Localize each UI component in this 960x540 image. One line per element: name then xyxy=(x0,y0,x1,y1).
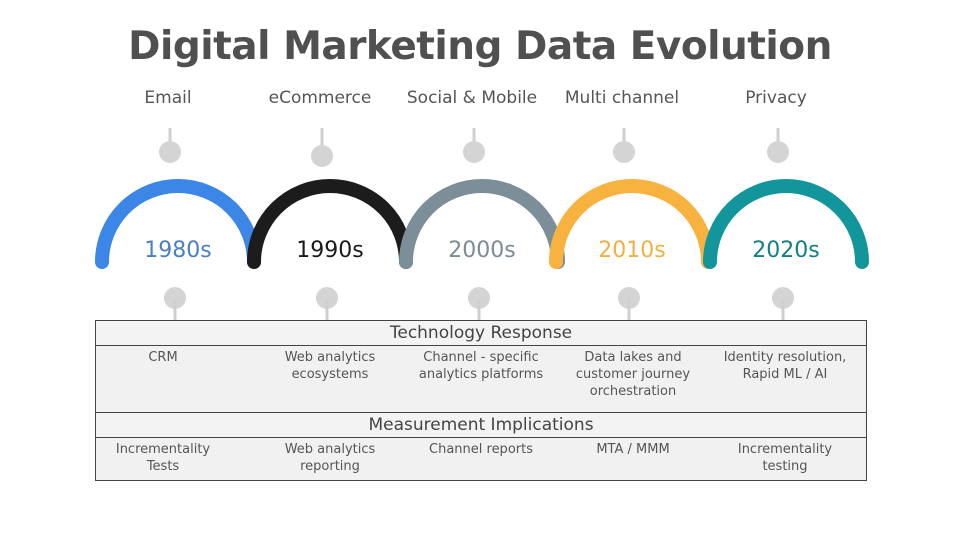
measurement-cell-line: Incrementality xyxy=(737,442,833,457)
era-label-privacy: Privacy xyxy=(745,88,807,108)
arc-2010s xyxy=(549,179,715,269)
technology-cell-2020s: Identity resolution, Rapid ML / AI xyxy=(710,349,860,383)
measurement-cell-2010s: MTA / MMM xyxy=(558,441,708,458)
measurement-cell-line: Web analytics xyxy=(284,442,376,457)
era-label-social-mobile: Social & Mobile xyxy=(406,88,538,108)
decade-label-1980s: 1980s xyxy=(144,238,212,263)
decade-label-2010s: 2010s xyxy=(598,238,666,263)
measurement-cell-line: testing xyxy=(762,459,808,474)
measurement-cell-line: MTA / MMM xyxy=(596,442,670,457)
measurement-cell-1980s: Incrementality Tests xyxy=(88,441,238,475)
technology-response-cells: CRM Web analytics ecosystems Channel - spec… xyxy=(96,346,866,424)
top-dot-email xyxy=(159,141,181,163)
technology-cell-line: ecosystems xyxy=(291,367,369,382)
technology-cell-2010s: Data lakes and customer journey orchestrat… xyxy=(558,349,708,400)
measurement-implications-header: Measurement Implications xyxy=(96,413,866,438)
arc-2000s xyxy=(399,179,565,269)
technology-cell-line: Identity resolution, xyxy=(723,350,847,365)
arc-2020s xyxy=(703,179,869,269)
measurement-cell-line: Incrementality xyxy=(115,442,211,457)
top-dot-privacy xyxy=(767,141,789,163)
measurement-cell-line: Channel reports xyxy=(429,442,533,457)
technology-cell-line: Channel - specific xyxy=(423,350,539,365)
technology-cell-line: Data lakes and xyxy=(584,350,682,365)
top-dot-multi-channel xyxy=(613,141,635,163)
top-dot-ecommerce xyxy=(311,145,333,167)
technology-cell-line: customer journey xyxy=(575,367,691,382)
measurement-cell-line: Tests xyxy=(146,459,180,474)
technology-cell-2000s: Channel - specific analytics platforms xyxy=(406,349,556,383)
decade-label-2020s: 2020s xyxy=(752,238,820,263)
measurement-cell-1990s: Web analytics reporting xyxy=(255,441,405,475)
measurement-implications-cells: Incrementality Tests Web analytics reportin… xyxy=(96,438,866,480)
technology-cell-1980s: CRM xyxy=(88,349,238,366)
technology-cell-line: CRM xyxy=(148,350,178,365)
measurement-cell-line: reporting xyxy=(300,459,360,474)
decade-label-2000s: 2000s xyxy=(448,238,516,263)
technology-response-box: Technology Response CRM Web analytics ecos… xyxy=(95,320,867,425)
decade-label-1990s: 1990s xyxy=(296,238,364,263)
measurement-cell-2000s: Channel reports xyxy=(406,441,556,458)
technology-cell-line: orchestration xyxy=(589,384,677,399)
technology-response-header: Technology Response xyxy=(96,321,866,346)
page-title: Digital Marketing Data Evolution xyxy=(128,24,832,69)
technology-cell-1990s: Web analytics ecosystems xyxy=(255,349,405,383)
technology-cell-line: Rapid ML / AI xyxy=(742,367,828,382)
arc-1990s xyxy=(247,179,413,269)
technology-cell-line: analytics platforms xyxy=(418,367,544,382)
era-label-multi-channel: Multi channel xyxy=(564,88,680,108)
era-label-ecommerce: eCommerce xyxy=(268,88,372,108)
measurement-implications-box: Measurement Implications Incrementality T… xyxy=(95,412,867,481)
technology-cell-line: Web analytics xyxy=(284,350,376,365)
top-dot-social-mobile xyxy=(463,141,485,163)
measurement-cell-2020s: Incrementality testing xyxy=(710,441,860,475)
arc-1980s xyxy=(95,179,261,269)
era-label-email: Email xyxy=(144,88,192,108)
